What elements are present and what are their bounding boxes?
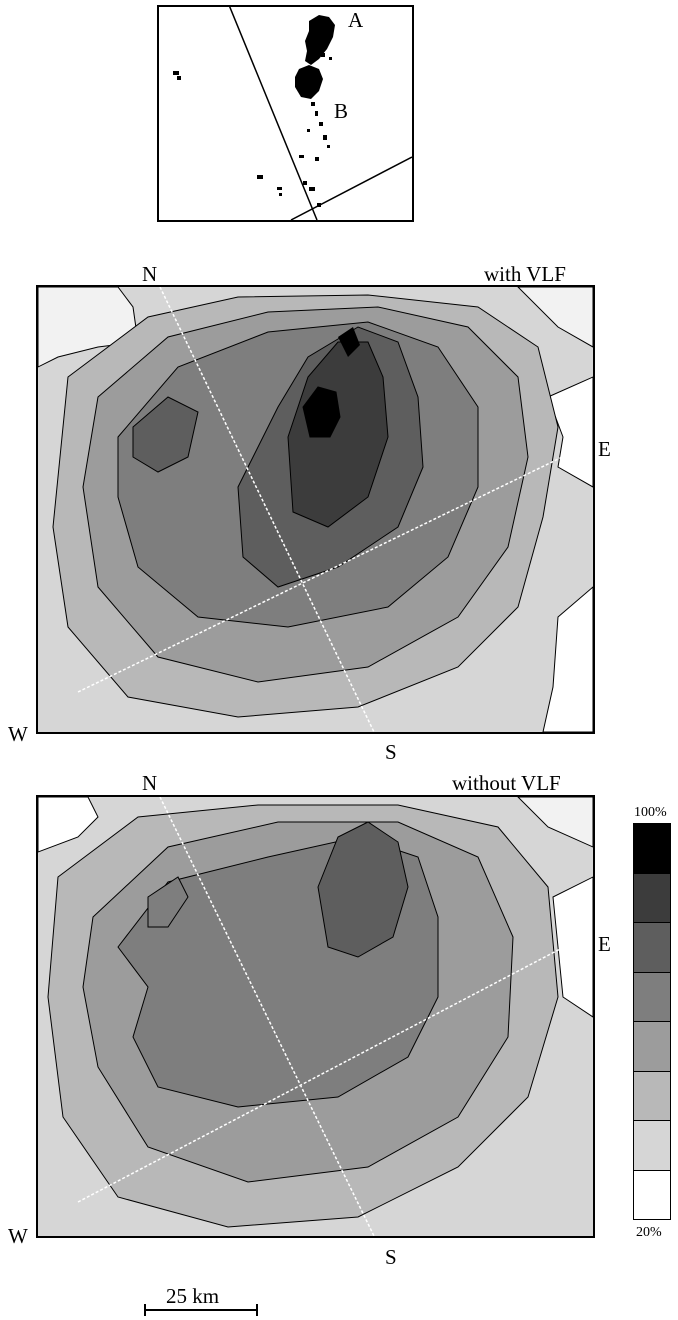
legend-level-4 (634, 1022, 670, 1072)
inset-plot (157, 5, 414, 222)
cluster-b (295, 65, 323, 99)
map-bottom-north-label: N (142, 771, 158, 795)
map-bottom-south-label: S (385, 1245, 397, 1269)
map-top-ns-line (159, 287, 375, 732)
scale-bar-label: 25 km (166, 1284, 220, 1308)
map-bottom-we-line (77, 936, 584, 1203)
cluster-a-label: A (348, 8, 364, 32)
map-bottom-ns-line (159, 797, 375, 1236)
legend-level-2 (634, 923, 670, 973)
legend-level-1 (634, 873, 670, 923)
legend-level-3 (634, 972, 670, 1022)
legend-min-label: 20% (636, 1225, 662, 1240)
map-bottom (36, 795, 595, 1238)
map-top-north-label: N (142, 262, 158, 286)
legend-level-0 (634, 824, 670, 874)
map-bottom-east-label: E (598, 932, 611, 956)
scale-bar (144, 1304, 258, 1316)
map-top-east-label: E (598, 437, 611, 461)
map-top-we-line (77, 446, 584, 693)
cluster-b-label: B (334, 99, 349, 123)
scatter-points (173, 53, 332, 207)
legend-level-7 (634, 1170, 670, 1219)
legend-colorbar (633, 823, 671, 1220)
inset-ns-line (229, 7, 318, 220)
legend-level-5 (634, 1071, 670, 1121)
map-top-south-label: S (385, 740, 397, 764)
map-bottom-canvas (38, 797, 593, 1236)
inset-canvas (173, 7, 412, 220)
map-bottom-west-label: W (8, 1224, 28, 1248)
map-top-west-label: W (8, 722, 28, 746)
map-top-canvas (38, 287, 593, 732)
map-top (36, 285, 595, 734)
map-top-title: with VLF (484, 262, 566, 286)
cluster-a (305, 15, 335, 65)
map-bottom-title: without VLF (452, 771, 561, 795)
inset-we-line (290, 156, 412, 220)
legend-max-label: 100% (634, 805, 667, 820)
legend-level-6 (634, 1121, 670, 1171)
